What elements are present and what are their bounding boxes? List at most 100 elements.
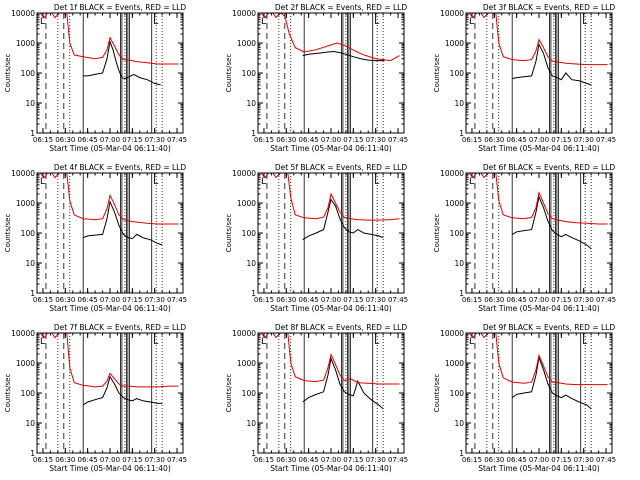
y-tick-label: 1: [459, 449, 464, 458]
corner-label-right: L: [153, 337, 158, 347]
x-tick-label: 07:45: [596, 296, 616, 304]
plot-frame: [257, 332, 405, 454]
x-tick-label: 06:45: [78, 456, 98, 464]
corner-label-left: L: [469, 337, 474, 347]
corner-label-left: L: [261, 17, 266, 27]
panel-title: Det 1f BLACK = Events, RED = LLD: [54, 3, 187, 12]
y-tick-label: 10: [25, 99, 35, 108]
corner-label-right: L: [153, 17, 158, 27]
y-tick-label: 10000: [440, 169, 464, 178]
y-tick-label: 100: [450, 69, 465, 78]
y-tick-label: 100: [242, 389, 257, 398]
y-tick-label: 100: [21, 229, 36, 238]
y-tick-label: 1000: [237, 199, 256, 208]
plot-frame: [257, 12, 405, 134]
y-axis-label: Counts/sec: [433, 54, 441, 93]
y-axis-label: Counts/sec: [225, 214, 233, 253]
y-tick-label: 10: [454, 419, 464, 428]
corner-label-right: L: [374, 17, 379, 27]
x-tick-label: 07:45: [167, 136, 187, 144]
y-axis-label: Counts/sec: [225, 374, 233, 413]
x-axis-label: Start Time (05-Mar-04 06:11:40): [270, 144, 392, 153]
y-tick-label: 10000: [440, 329, 464, 338]
x-axis-label: Start Time (05-Mar-04 06:11:40): [49, 464, 171, 473]
series-line-events: [83, 200, 163, 246]
x-tick-label: 07:30: [145, 136, 165, 144]
x-tick-label: 07:45: [167, 456, 187, 464]
y-axis-label: Counts/sec: [4, 374, 12, 413]
y-tick-label: 10000: [232, 9, 256, 18]
y-axis-label: Counts/sec: [433, 214, 441, 253]
y-axis-label: Counts/sec: [225, 54, 233, 93]
x-tick-label: 07:30: [366, 136, 386, 144]
series-line-lld: [260, 333, 400, 385]
y-tick-label: 100: [21, 389, 36, 398]
x-tick-label: 07:15: [343, 296, 363, 304]
y-tick-label: 1: [251, 449, 256, 458]
x-axis-label: Start Time (05-Mar-04 06:11:40): [49, 304, 171, 313]
x-tick-label: 07:15: [551, 136, 571, 144]
series-line-lld: [468, 333, 608, 386]
series-line-events: [83, 39, 161, 86]
x-tick-label: 07:00: [321, 296, 341, 304]
x-axis-label: Start Time (05-Mar-04 06:11:40): [478, 464, 600, 473]
x-tick-label: 07:15: [122, 136, 142, 144]
x-tick-label: 06:45: [299, 456, 319, 464]
detector-panel-5: Det 5f BLACK = Events, RED = LLD L L 1 10 100…: [225, 163, 408, 313]
y-tick-label: 10: [454, 99, 464, 108]
y-tick-label: 1: [251, 129, 256, 138]
x-tick-label: 07:30: [574, 456, 594, 464]
x-tick-label: 07:45: [596, 136, 616, 144]
y-tick-label: 10: [246, 259, 256, 268]
y-axis-label: Counts/sec: [433, 374, 441, 413]
x-tick-label: 06:15: [462, 296, 482, 304]
x-tick-label: 06:15: [462, 456, 482, 464]
x-axis-label: Start Time (05-Mar-04 06:11:40): [270, 464, 392, 473]
plot-frame: [36, 332, 184, 454]
detector-panel-9: Det 9f BLACK = Events, RED = LLD L L 1 10 100…: [433, 323, 616, 473]
corner-label-left: L: [469, 17, 474, 27]
x-tick-label: 07:30: [145, 296, 165, 304]
y-tick-label: 100: [21, 69, 36, 78]
plot-frame: [36, 172, 184, 294]
panel-title: Det 8f BLACK = Events, RED = LLD: [275, 323, 408, 332]
x-tick-label: 07:30: [366, 296, 386, 304]
y-tick-label: 1000: [237, 359, 256, 368]
series-line-lld: [260, 13, 400, 62]
series-line-events: [302, 198, 384, 241]
series-line-lld: [39, 333, 179, 388]
x-tick-label: 06:15: [254, 136, 274, 144]
x-tick-label: 07:15: [122, 296, 142, 304]
x-tick-label: 07:15: [343, 136, 363, 144]
corner-label-right: L: [153, 177, 158, 187]
y-tick-label: 100: [450, 389, 465, 398]
detector-panel-8: Det 8f BLACK = Events, RED = LLD L L 1 10 100…: [225, 323, 408, 473]
corner-label-right: L: [582, 17, 587, 27]
x-tick-label: 06:30: [276, 296, 296, 304]
panel-title: Det 9f BLACK = Events, RED = LLD: [483, 323, 616, 332]
x-axis-label: Start Time (05-Mar-04 06:11:40): [478, 304, 600, 313]
detector-panel-2: Det 2f BLACK = Events, RED = LLD L L 1 10 100…: [225, 3, 408, 153]
y-tick-label: 1: [459, 129, 464, 138]
y-axis-label: Counts/sec: [4, 214, 12, 253]
x-tick-label: 07:00: [100, 136, 120, 144]
x-tick-label: 07:30: [574, 136, 594, 144]
plot-frame: [36, 12, 184, 134]
x-tick-label: 06:45: [299, 296, 319, 304]
y-tick-label: 10: [25, 419, 35, 428]
corner-label-left: L: [40, 17, 45, 27]
series-line-events: [82, 375, 163, 406]
y-tick-label: 100: [450, 229, 465, 238]
x-tick-label: 07:15: [122, 456, 142, 464]
x-tick-label: 06:30: [484, 296, 504, 304]
x-tick-label: 06:30: [484, 136, 504, 144]
plot-frame: [465, 12, 613, 134]
panel-title: Det 3f BLACK = Events, RED = LLD: [483, 3, 616, 12]
x-tick-label: 06:15: [254, 456, 274, 464]
y-tick-label: 1: [251, 289, 256, 298]
x-tick-label: 06:30: [276, 136, 296, 144]
series-line-events: [512, 42, 592, 86]
x-axis-label: Start Time (05-Mar-04 06:11:40): [478, 144, 600, 153]
x-tick-label: 06:15: [33, 296, 53, 304]
